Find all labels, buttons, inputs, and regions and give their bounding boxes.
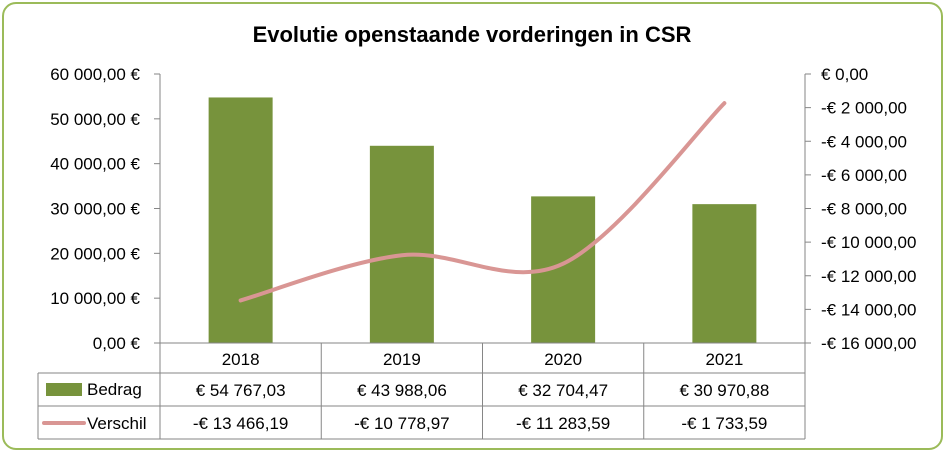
bar (692, 204, 757, 343)
left-tick-label: 40 000,00 € (50, 155, 140, 174)
data-label-bedrag: € 43 988,06 (357, 381, 447, 400)
left-tick-label: 10 000,00 € (50, 289, 140, 308)
right-tick-label: -€ 6 000,00 (821, 166, 907, 185)
right-tick-label: -€ 8 000,00 (821, 200, 907, 219)
left-tick-label: 50 000,00 € (50, 110, 140, 129)
chart-title: Evolutie openstaande vorderingen in CSR (253, 22, 692, 47)
left-axis: 60 000,00 € 50 000,00 € 40 000,00 € 30 000,… (50, 65, 161, 353)
right-tick-label: -€ 4 000,00 (821, 132, 907, 151)
left-tick-label: 30 000,00 € (50, 200, 140, 219)
category-label: 2021 (705, 350, 743, 369)
right-tick-label: -€ 2 000,00 (821, 99, 907, 118)
left-tick-label: 0,00 € (93, 334, 141, 353)
series-line-verschil (238, 101, 727, 303)
data-label-bedrag: € 54 767,03 (196, 381, 286, 400)
data-label-verschil: -€ 10 778,97 (354, 414, 449, 433)
category-label: 2018 (222, 350, 260, 369)
data-label-verschil: -€ 11 283,59 (516, 414, 610, 433)
data-label-verschil: -€ 1 733,59 (681, 414, 767, 433)
bar (208, 97, 273, 343)
left-tick-label: 60 000,00 € (50, 65, 140, 84)
right-tick-label: -€ 12 000,00 (821, 267, 916, 286)
right-tick-label: -€ 10 000,00 (821, 233, 916, 252)
right-axis: € 0,00 -€ 2 000,00 -€ 4 000,00 -€ 6 000,00 -… (804, 65, 916, 353)
right-tick-label: € 0,00 (821, 65, 868, 84)
right-tick-label: -€ 16 000,00 (821, 334, 916, 353)
left-tick-label: 20 000,00 € (50, 244, 140, 263)
data-label-verschil: -€ 13 466,19 (193, 414, 288, 433)
data-label-bedrag: € 32 704,47 (518, 381, 608, 400)
bar (369, 145, 434, 343)
category-label: 2020 (544, 350, 582, 369)
data-label-bedrag: € 30 970,88 (679, 381, 769, 400)
category-label: 2019 (383, 350, 421, 369)
legend-label-bedrag: Bedrag (87, 380, 142, 399)
data-table: 2018 2019 2020 2021 Bedrag Verschil € 54 767,0… (37, 342, 806, 440)
legend-label-verschil: Verschil (87, 414, 147, 433)
right-tick-label: -€ 14 000,00 (821, 300, 916, 319)
legend-swatch-bedrag (46, 383, 82, 396)
plot-area (208, 97, 757, 343)
